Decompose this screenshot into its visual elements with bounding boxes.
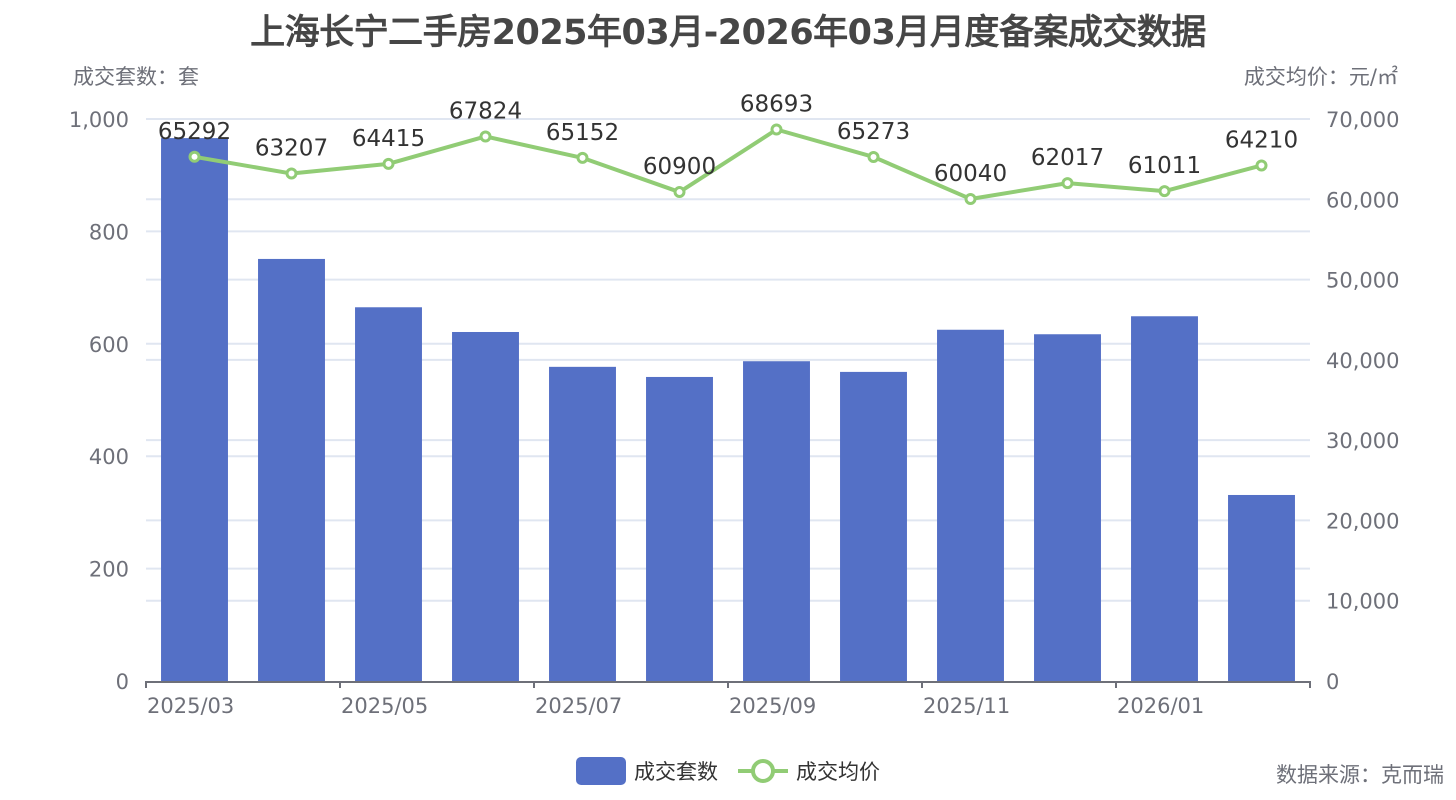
line-point[interactable] [188,150,201,163]
x-axis-tick-label: 2025/11 [923,694,1010,718]
right-axis-tick-label: 60,000 [1326,188,1399,212]
left-axis-tick-label: 200 [89,558,129,582]
chart-title: 上海长宁二手房2025年03月-2026年03月月度备案成交数据 [250,13,1206,53]
bar[interactable] [743,361,810,681]
left-axis-tick-label: 0 [116,670,129,694]
legend-item-bar[interactable]: 成交套数 [576,756,718,786]
line-data-label: 65292 [158,119,231,145]
bar[interactable] [549,366,616,681]
data-source: 数据来源：克而瑞 [1276,763,1444,787]
line-data-label: 65273 [837,119,910,145]
bar[interactable] [452,331,519,681]
line-point[interactable] [673,186,686,199]
line-point[interactable] [1158,185,1171,198]
line-circle-swatch-icon [738,757,788,785]
bar[interactable] [646,376,713,681]
left-axis-name: 成交套数：套 [73,65,199,89]
line-point[interactable] [285,167,298,180]
x-axis-tick-label: 2025/05 [341,694,428,718]
right-axis-tick-label: 50,000 [1326,269,1399,293]
legend-item-line[interactable]: 成交均价 [738,756,880,786]
right-axis-tick-label: 70,000 [1326,108,1399,132]
bar-swatch-icon [576,757,626,785]
grid-lines [146,118,1310,602]
x-axis: 2025/03 2025/05 2025/07 2025/09 2025/11 2026/… [145,681,1311,718]
left-axis-tick-label: 800 [89,220,129,244]
right-axis-tick-label: 10,000 [1326,590,1399,614]
left-axis-tick-label: 400 [89,445,129,469]
line-point[interactable] [964,192,977,205]
line-data-label: 64415 [352,126,425,152]
bar[interactable] [937,329,1004,681]
right-axis-tick-label: 30,000 [1326,429,1399,453]
bar-series[interactable] [161,138,1295,681]
right-axis-tick-label: 0 [1326,670,1339,694]
left-axis-ticks: 0 200 400 600 800 1,000 [69,108,129,694]
x-axis-tick-label: 2025/07 [535,694,622,718]
line-point[interactable] [576,151,589,164]
line-point[interactable] [867,150,880,163]
line-data-label: 60900 [643,154,716,180]
bar[interactable] [355,307,422,681]
bar[interactable] [1228,494,1295,681]
line-point[interactable] [479,130,492,143]
line-data-label: 67824 [449,98,522,124]
line-series[interactable] [188,123,1268,205]
legend-bar-label: 成交套数 [634,760,718,784]
right-axis-tick-label: 20,000 [1326,509,1399,533]
line-data-label: 68693 [740,91,813,117]
right-axis-tick-label: 40,000 [1326,349,1399,373]
line-data-label: 61011 [1128,153,1201,179]
bar[interactable] [1131,316,1198,681]
line-point[interactable] [770,123,783,136]
x-axis-tick-label: 2025/03 [147,694,234,718]
bar[interactable] [840,371,907,681]
line-data-label: 62017 [1031,145,1104,171]
legend: 成交套数 成交均价 [0,756,1456,786]
bar[interactable] [1034,334,1101,681]
bar[interactable] [161,138,228,681]
line-data-label: 63207 [255,136,328,162]
right-axis-ticks: 0 10,000 20,000 30,000 40,000 50,000 60,000 70,… [1326,108,1399,694]
left-axis-tick-label: 600 [89,333,129,357]
line-data-label: 60040 [934,161,1007,187]
line-data-label: 65152 [546,120,619,146]
line-point[interactable] [1061,177,1074,190]
right-axis-name: 成交均价：元/㎡ [1243,65,1398,89]
line-data-labels: 65292 63207 64415 67824 65152 60900 68693 65273… [158,91,1298,186]
x-axis-tick-label: 2025/09 [729,694,816,718]
left-axis-tick-label: 1,000 [69,108,129,132]
legend-line-label: 成交均价 [796,760,880,784]
x-axis-tick-label: 2026/01 [1117,694,1204,718]
line-data-label: 64210 [1225,127,1298,153]
line-point[interactable] [382,157,395,170]
line-point[interactable] [1255,159,1268,172]
bar[interactable] [258,258,325,681]
